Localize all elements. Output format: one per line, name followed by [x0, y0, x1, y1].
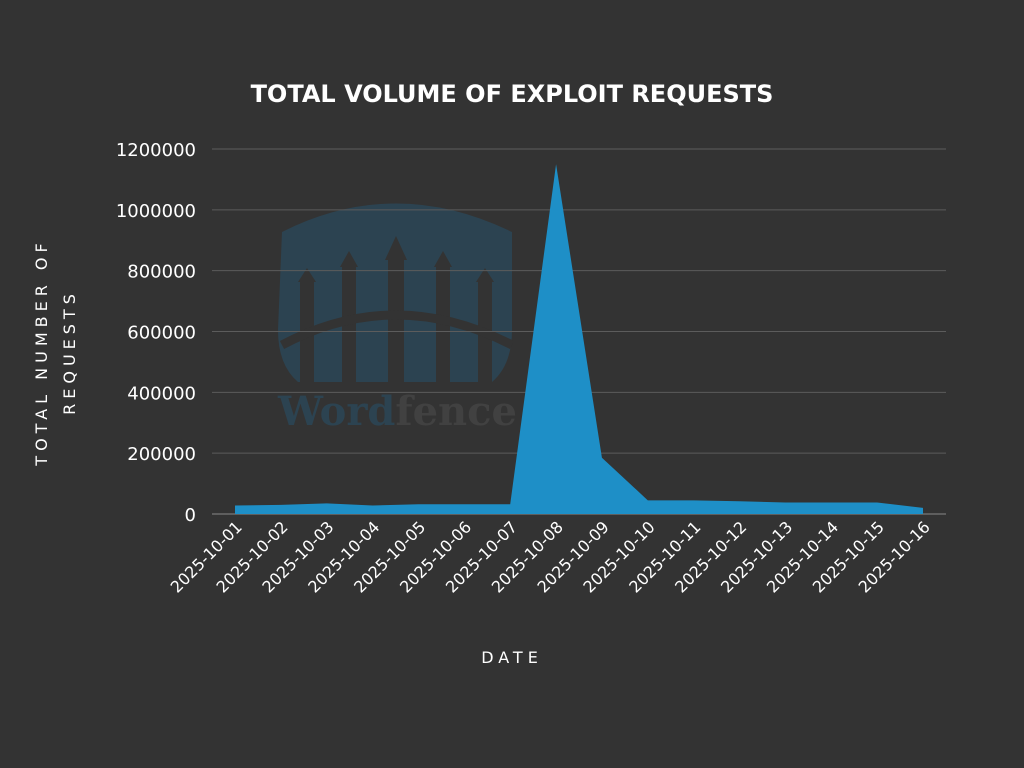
- series-area: [235, 164, 923, 515]
- y-tick-label: 400000: [127, 383, 196, 404]
- chart-title: TOTAL VOLUME OF EXPLOIT REQUESTS: [251, 80, 774, 108]
- y-tick-label: 800000: [127, 262, 196, 283]
- y-axis-label: TOTAL NUMBER OF REQUESTS: [32, 238, 79, 466]
- x-axis-label: DATE: [481, 648, 543, 667]
- y-tick-label: 1000000: [116, 201, 196, 222]
- y-axis-label-line-2: REQUESTS: [60, 289, 79, 415]
- x-axis-ticks: 2025-10-012025-10-022025-10-032025-10-04…: [167, 517, 934, 596]
- y-tick-label: 0: [185, 505, 196, 526]
- svg-text:Wordfence: Wordfence: [277, 388, 517, 435]
- watermark-fence: fence: [395, 388, 517, 435]
- y-tick-label: 600000: [127, 323, 196, 344]
- y-tick-label: 200000: [127, 444, 196, 465]
- y-axis-label-line-1: TOTAL NUMBER OF: [32, 238, 51, 466]
- watermark-word: Word: [277, 388, 395, 435]
- y-axis-ticks: 0 200000 400000 600000 800000 1000000 1200000: [116, 140, 196, 526]
- wordfence-watermark-logo: Wordfence: [277, 203, 517, 435]
- y-tick-label: 1200000: [116, 140, 196, 161]
